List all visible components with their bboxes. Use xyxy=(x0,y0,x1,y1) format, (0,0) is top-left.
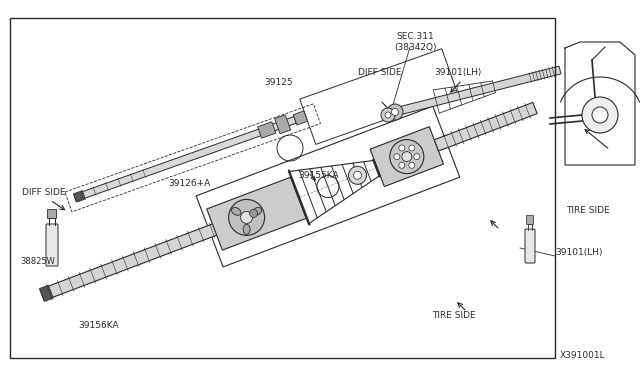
FancyBboxPatch shape xyxy=(527,215,534,224)
Polygon shape xyxy=(394,66,561,116)
Polygon shape xyxy=(207,177,306,250)
Text: 38825W: 38825W xyxy=(20,257,55,266)
Text: 39101(LH): 39101(LH) xyxy=(555,248,602,257)
Polygon shape xyxy=(275,115,291,134)
Polygon shape xyxy=(257,122,276,138)
Bar xyxy=(10,18,555,358)
Polygon shape xyxy=(40,211,251,301)
Polygon shape xyxy=(40,285,53,302)
Circle shape xyxy=(241,211,253,224)
Circle shape xyxy=(409,162,415,168)
Text: DIFF SIDE: DIFF SIDE xyxy=(22,187,65,196)
Text: DIFF SIDE: DIFF SIDE xyxy=(358,67,401,77)
Polygon shape xyxy=(74,116,296,201)
Text: TIRE SIDE: TIRE SIDE xyxy=(566,205,610,215)
Circle shape xyxy=(250,209,257,217)
Circle shape xyxy=(399,145,405,151)
Text: 39126+A: 39126+A xyxy=(168,179,211,187)
Circle shape xyxy=(381,108,395,122)
Circle shape xyxy=(228,199,264,235)
Polygon shape xyxy=(293,111,308,125)
Circle shape xyxy=(392,109,399,115)
Circle shape xyxy=(390,140,424,174)
Ellipse shape xyxy=(232,208,241,215)
Text: 39155KA: 39155KA xyxy=(298,170,339,180)
FancyBboxPatch shape xyxy=(525,229,535,263)
Text: (38342Q): (38342Q) xyxy=(394,42,436,51)
Circle shape xyxy=(414,154,420,160)
Polygon shape xyxy=(74,190,85,202)
Circle shape xyxy=(399,162,405,168)
Circle shape xyxy=(409,145,415,151)
FancyBboxPatch shape xyxy=(46,224,58,266)
Text: 39101⟨LH⟩: 39101⟨LH⟩ xyxy=(434,67,481,77)
Polygon shape xyxy=(370,127,444,186)
Text: TIRE SIDE: TIRE SIDE xyxy=(432,311,476,321)
Ellipse shape xyxy=(243,224,250,234)
Circle shape xyxy=(394,154,400,160)
FancyBboxPatch shape xyxy=(47,209,56,218)
Circle shape xyxy=(402,152,412,161)
Ellipse shape xyxy=(252,208,262,215)
Circle shape xyxy=(582,97,618,133)
Polygon shape xyxy=(435,102,537,151)
Circle shape xyxy=(385,112,391,118)
Text: 39156KA: 39156KA xyxy=(78,321,118,330)
Text: SEC.311: SEC.311 xyxy=(396,32,434,41)
Text: 39125: 39125 xyxy=(264,77,292,87)
Circle shape xyxy=(349,166,367,184)
Text: X391001L: X391001L xyxy=(560,350,605,359)
Circle shape xyxy=(387,104,403,120)
Circle shape xyxy=(353,171,362,179)
Circle shape xyxy=(592,107,608,123)
